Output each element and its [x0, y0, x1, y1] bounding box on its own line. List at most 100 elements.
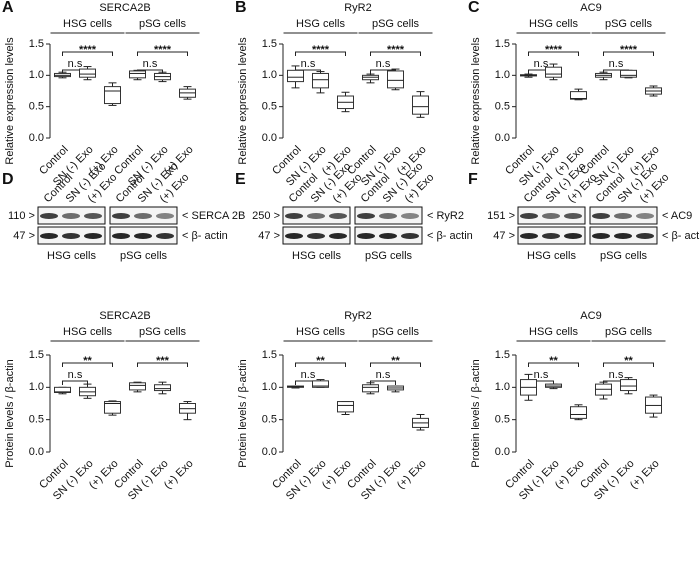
significance-bracket [528, 362, 579, 367]
significance-bracket [137, 362, 188, 367]
box [129, 382, 146, 391]
significance-bracket [137, 51, 188, 56]
blot-band [614, 213, 632, 219]
y-tick-label: 0.5 [29, 101, 44, 113]
y-axis-label: Relative expression levels [237, 37, 249, 165]
significance-label: ** [83, 355, 92, 367]
group-label: pSG cells [600, 250, 648, 262]
box [287, 69, 304, 83]
box [312, 380, 329, 388]
y-tick-label: 1.0 [29, 381, 44, 393]
y-tick-label: 0.5 [495, 101, 510, 113]
significance-bracket [528, 51, 579, 56]
ns-label: n.s [534, 369, 549, 381]
blot-band [307, 213, 325, 219]
ns-label: n.s [68, 369, 83, 381]
significance-label: ** [624, 355, 633, 367]
group-label: HSG cells [47, 250, 96, 262]
y-tick-label: 0.5 [29, 414, 44, 426]
panel-letter: C [468, 0, 480, 16]
blot-band [379, 233, 397, 239]
chart-title: SERCA2B [99, 310, 150, 322]
marker-label: 110 > [8, 210, 35, 222]
y-tick-label: 1.0 [262, 69, 277, 81]
blot-band [379, 213, 397, 219]
significance-label: **** [154, 44, 172, 56]
row-label: < β- actin [427, 230, 473, 242]
group-label: HSG cells [296, 18, 345, 30]
group-label: pSG cells [365, 250, 413, 262]
marker-label: 47 > [13, 230, 35, 242]
group-label: HSG cells [529, 326, 578, 338]
blot-band [84, 213, 102, 219]
group-label: HSG cells [527, 250, 576, 262]
panel-letter: B [235, 0, 247, 16]
ns-bracket [62, 380, 88, 385]
significance-bracket [370, 362, 421, 367]
blot-band [401, 233, 419, 239]
blot-band [134, 213, 152, 219]
ns-label: n.s [609, 369, 624, 381]
blot-band [564, 233, 582, 239]
ns-label: n.s [609, 58, 624, 70]
ns-label: n.s [376, 369, 391, 381]
blot-band [520, 213, 538, 219]
row-label: < β- actin [182, 230, 228, 242]
y-tick-label: 0.0 [262, 446, 277, 458]
y-axis-label: Protein levels / β-actin [470, 359, 482, 467]
box [104, 86, 121, 105]
marker-label: 151 > [487, 210, 515, 222]
y-axis-label: Relative expression levels [470, 37, 482, 165]
blot-band [564, 213, 582, 219]
significance-label: *** [156, 355, 170, 367]
y-axis-label: Relative expression levels [4, 37, 16, 165]
y-tick-label: 0.0 [29, 446, 44, 458]
y-tick-label: 1.5 [262, 349, 277, 361]
blot-band [307, 233, 325, 239]
box [79, 68, 96, 78]
y-tick-label: 1.0 [262, 381, 277, 393]
box [570, 406, 587, 419]
y-tick-label: 1.5 [262, 38, 277, 50]
blot-band [285, 213, 303, 219]
group-label: HSG cells [529, 18, 578, 30]
blot-band [401, 213, 419, 219]
blot-band [592, 233, 610, 239]
y-axis-label: Protein levels / β-actin [237, 359, 249, 467]
panel-letter: F [468, 171, 478, 188]
significance-bracket [62, 362, 113, 367]
blot-band [134, 233, 152, 239]
significance-bracket [603, 362, 654, 367]
blot-band [592, 213, 610, 219]
blot-band [357, 213, 375, 219]
significance-label: ** [549, 355, 558, 367]
significance-bracket [603, 51, 654, 56]
significance-label: **** [620, 44, 638, 56]
group-label: HSG cells [63, 18, 112, 30]
significance-bracket [370, 51, 421, 56]
row-label: < β- actin [662, 230, 700, 242]
significance-label: **** [79, 44, 97, 56]
y-tick-label: 1.5 [29, 38, 44, 50]
group-label: HSG cells [296, 326, 345, 338]
box [54, 386, 71, 394]
box [387, 70, 404, 89]
group-label: pSG cells [372, 326, 420, 338]
blot-band [636, 213, 654, 219]
blot-band [542, 213, 560, 219]
y-tick-label: 1.0 [495, 69, 510, 81]
box [545, 66, 562, 78]
blot-band [40, 213, 58, 219]
panel-letter: A [2, 0, 14, 16]
significance-bracket [295, 362, 346, 367]
group-label: pSG cells [139, 18, 187, 30]
group-label: pSG cells [120, 250, 168, 262]
blot-band [156, 233, 174, 239]
y-tick-label: 0.0 [262, 132, 277, 144]
box [620, 69, 637, 78]
y-tick-label: 1.5 [29, 349, 44, 361]
blot-band [542, 233, 560, 239]
row-label: < RyR2 [427, 210, 464, 222]
ns-label: n.s [143, 58, 158, 70]
